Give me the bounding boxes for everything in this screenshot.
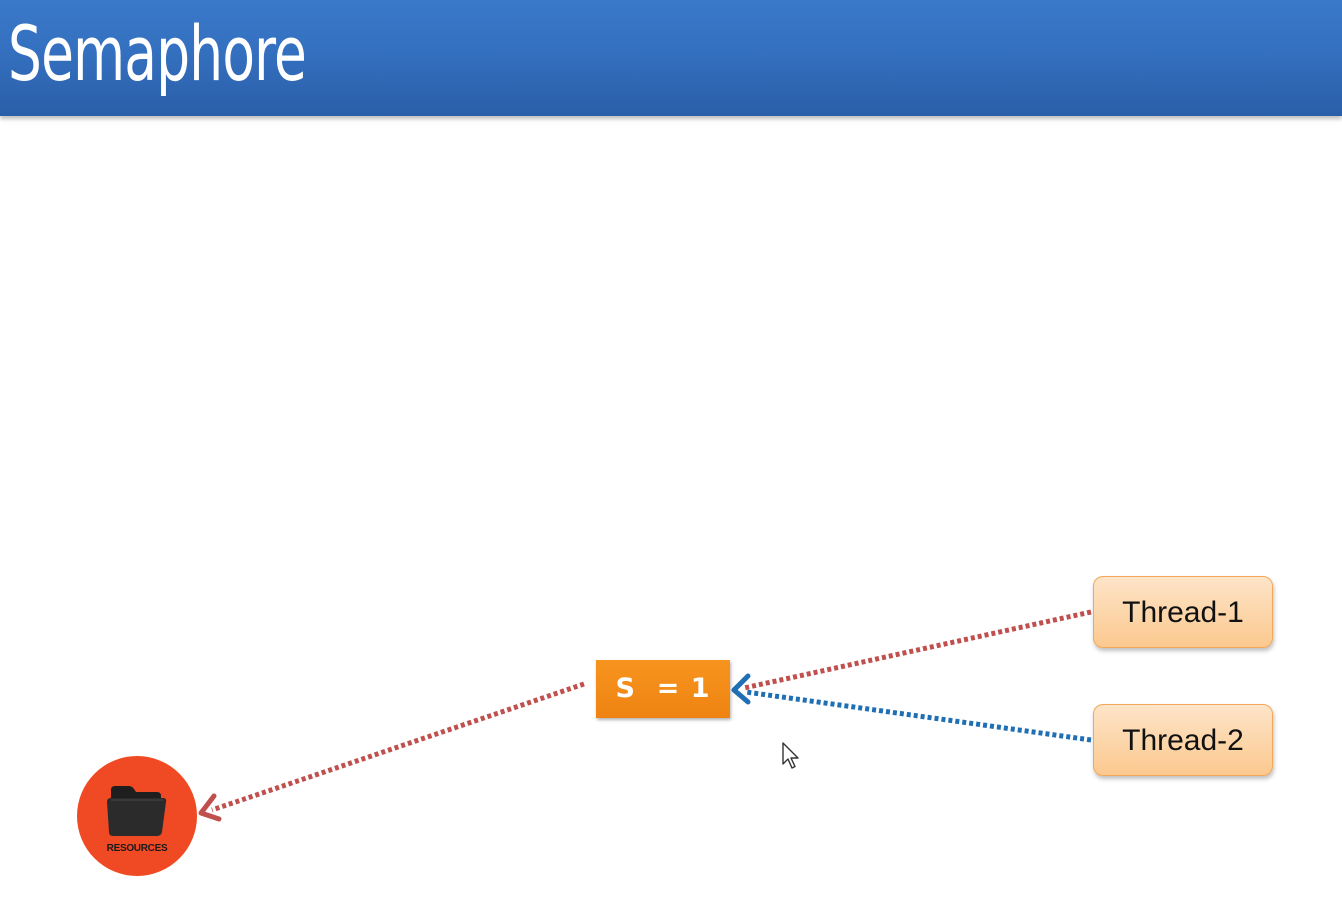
slide-title: Semaphore bbox=[8, 9, 307, 98]
semaphore-to-resource-connector bbox=[211, 681, 585, 813]
thread-2-box: Thread-2 bbox=[1093, 704, 1273, 776]
resources-circle: RESOURCES bbox=[77, 756, 197, 876]
folder-icon bbox=[107, 786, 167, 836]
thread-1-box: Thread-1 bbox=[1093, 576, 1273, 648]
semaphore-box: S = 1 bbox=[596, 660, 730, 718]
thread-1-to-semaphore-connector bbox=[743, 609, 1092, 691]
mouse-cursor-icon bbox=[782, 742, 799, 769]
resource-arrowhead bbox=[198, 793, 222, 822]
semaphore-arrowhead bbox=[731, 673, 751, 705]
header-bar: Semaphore bbox=[0, 0, 1342, 116]
resources-label: RESOURCES bbox=[106, 843, 168, 854]
thread-2-to-semaphore-connector bbox=[745, 689, 1092, 743]
